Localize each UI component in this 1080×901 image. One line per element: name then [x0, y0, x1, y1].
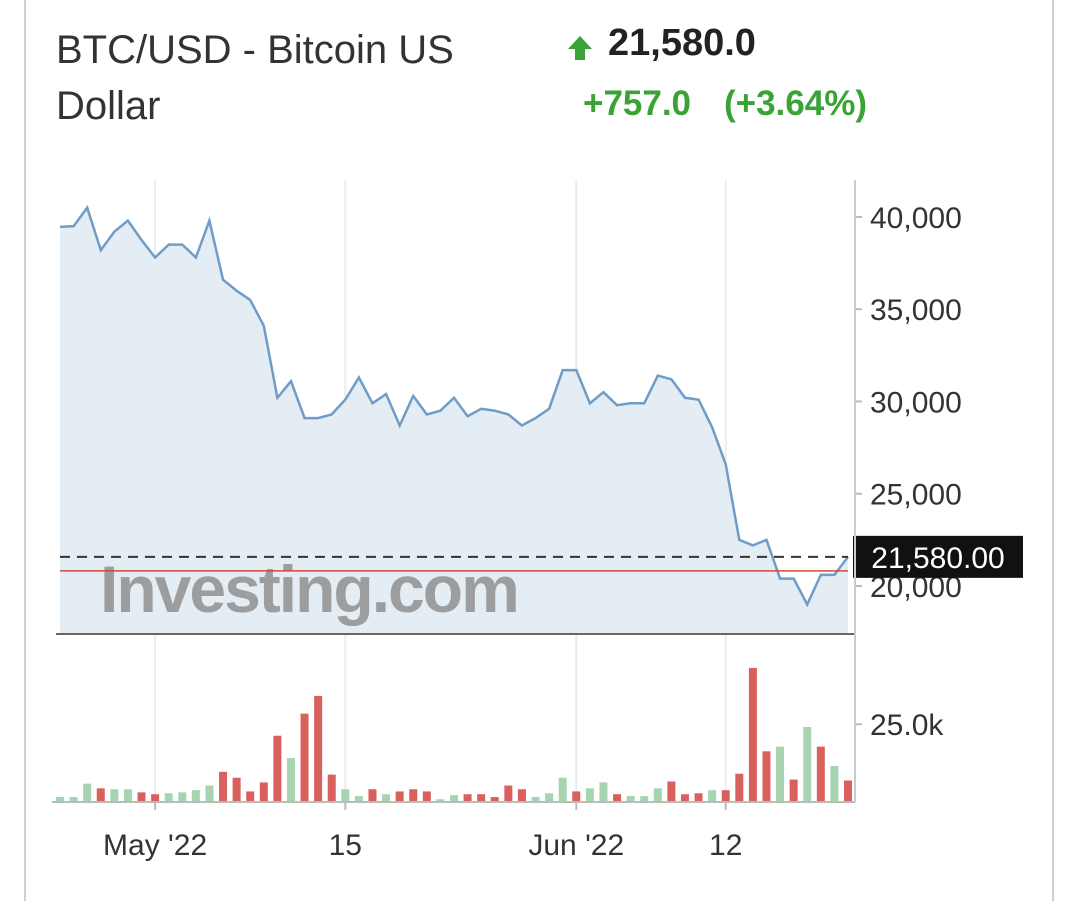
- volume-bar: [517, 789, 526, 802]
- volume-bar: [640, 796, 649, 802]
- watermark: Investing.com: [100, 552, 518, 626]
- volume-bar: [422, 791, 431, 802]
- volume-bar: [56, 797, 64, 802]
- volume-bar: [96, 788, 105, 802]
- volume-bar: [368, 789, 377, 802]
- y-tick-label: 30,000: [870, 386, 962, 419]
- x-tick-label: May '22: [103, 829, 207, 862]
- volume-bar: [123, 789, 132, 802]
- volume-bar: [83, 783, 92, 802]
- volume-bar: [327, 774, 336, 802]
- volume-bar: [314, 695, 323, 802]
- volume-bar: [613, 794, 622, 802]
- volume-bar: [789, 779, 798, 802]
- volume-bar: [151, 794, 160, 802]
- up-arrow: [568, 36, 592, 60]
- volume-bar: [748, 667, 757, 802]
- y-tick-label: 25.0k: [870, 709, 944, 742]
- volume-bar: [830, 765, 839, 802]
- y-tick-label: 40,000: [870, 202, 962, 235]
- volume-bar: [409, 789, 418, 802]
- volume-bar: [626, 796, 635, 802]
- volume-bar: [395, 791, 404, 802]
- last-price-box: [853, 535, 1023, 578]
- change-percent: (+3.64%): [724, 84, 867, 123]
- frame: [24, 0, 1054, 901]
- volume-bar: [762, 751, 771, 802]
- volume-bar: [721, 790, 730, 802]
- volume-bar: [572, 791, 581, 802]
- volume-bar: [844, 780, 852, 802]
- title: BTC/USD - Bitcoin US Dollar: [56, 28, 454, 128]
- y-tick-label: 25,000: [870, 479, 962, 512]
- volume-bar: [803, 727, 812, 802]
- volume-bar: [382, 794, 391, 802]
- volume-bar: [680, 794, 689, 802]
- volume-bar: [477, 794, 486, 802]
- volume-bar: [354, 796, 363, 802]
- volume-bar: [667, 781, 676, 802]
- volume-bar: [599, 782, 608, 802]
- x-tick-label: 12: [709, 829, 742, 862]
- price: 21,580.0: [608, 22, 756, 64]
- volume-bar: [219, 771, 228, 802]
- volume-bar: [178, 792, 187, 802]
- volume-bar: [694, 793, 703, 802]
- volume-bar: [531, 797, 540, 802]
- volume-bar: [816, 746, 825, 802]
- volume-bar: [69, 797, 78, 802]
- volume-bar: [585, 788, 594, 802]
- x-tick-label: Jun '22: [528, 829, 624, 862]
- volume-bar: [463, 794, 472, 802]
- volume-bar: [776, 746, 785, 802]
- volume-bar: [110, 789, 119, 802]
- volume-bar: [558, 777, 567, 802]
- volume-bar: [341, 789, 350, 802]
- price-line: [59, 204, 849, 608]
- volume-bar: [735, 773, 744, 802]
- volume-bar: [137, 792, 146, 802]
- volume-bar: [490, 797, 499, 802]
- volume-bar: [232, 777, 241, 802]
- volume-bar: [273, 735, 282, 802]
- change: +757.0: [583, 84, 692, 123]
- volume-bar: [205, 785, 214, 802]
- volume-bar: [708, 790, 717, 802]
- volume-bar: [504, 785, 513, 802]
- x-tick-label: 15: [329, 829, 362, 862]
- volume-bar: [450, 795, 458, 802]
- volume-bar: [545, 793, 554, 802]
- volume-bar: [259, 782, 268, 802]
- volume-bar: [246, 791, 255, 802]
- y-tick-label: 35,000: [870, 294, 962, 327]
- volume-bar: [164, 793, 173, 802]
- volume-bar: [300, 713, 309, 802]
- volume-bar: [286, 758, 295, 802]
- volume-bar: [436, 799, 445, 802]
- last-price-label: 21,580.00: [871, 542, 1004, 575]
- volume-bar: [191, 790, 200, 802]
- volume-bar: [653, 788, 662, 802]
